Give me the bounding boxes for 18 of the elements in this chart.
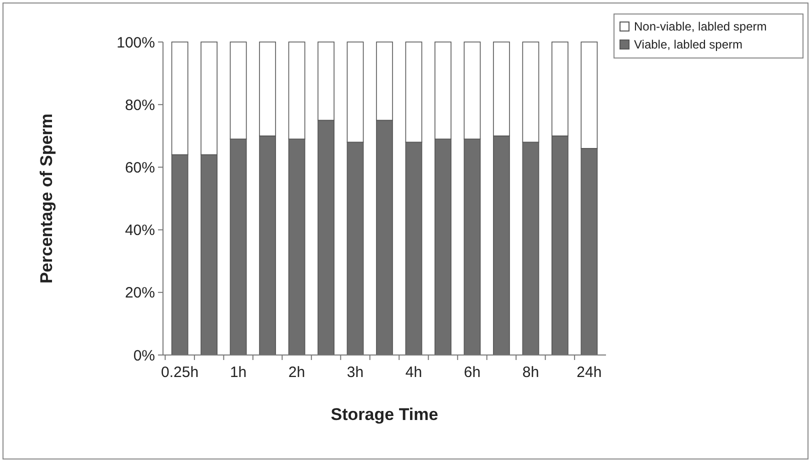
y-tick-label: 40% [124,222,155,240]
x-tick-label: 1h [230,364,247,381]
x-tick-label: 6h [464,364,481,381]
y-axis-title: Percentage of Sperm [37,113,56,284]
y-tick-label: 20% [124,284,155,302]
y-tick-label: 100% [116,34,155,52]
x-tick-label: 3h [346,364,364,381]
legend-label: Viable, labled sperm [634,38,743,52]
x-tick-label: 8h [522,364,540,381]
x-tick-label: 2h [288,364,306,381]
x-axis-title: Storage Time [330,405,438,424]
x-tick-label: 24h [576,364,602,381]
y-tick-label: 60% [124,159,155,176]
x-tick-label: 0.25h [161,364,199,381]
legend-label: Non-viable, labled sperm [634,20,767,34]
y-tick-label: 0% [133,347,155,364]
x-tick-label: 4h [405,364,422,381]
y-tick-label: 80% [124,96,155,114]
